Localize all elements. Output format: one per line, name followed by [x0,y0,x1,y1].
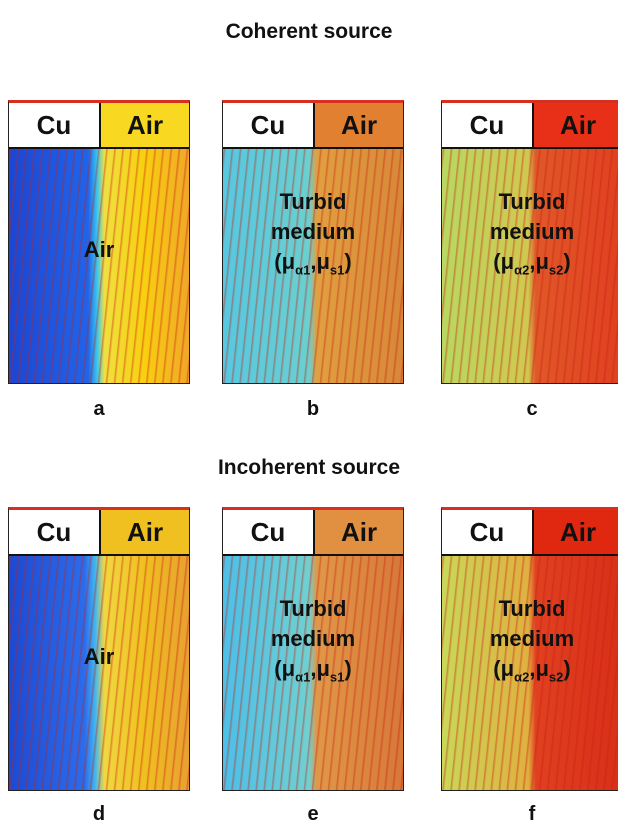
formula-part: α2 [514,669,529,684]
formula-part: α1 [295,669,310,684]
formula-part: (μ [274,656,295,681]
section-title: Coherent source [0,20,618,44]
material-label: Air [101,510,189,554]
material-label: Air [101,103,189,147]
text-line: Air [9,642,189,672]
figure: Coherent sourceCuAirAiraCuAirTurbidmediu… [0,0,618,831]
formula-part: ,μ [529,249,549,274]
panel-text: Air [9,642,189,672]
formula-part: s2 [549,669,563,684]
panel-letter: a [8,398,190,421]
text-line: Air [9,235,189,265]
panel-letter: d [8,803,190,826]
material-label: Air [315,510,403,554]
formula-part: α2 [514,262,529,277]
text-line: medium [442,217,618,247]
formula: (μα1,μs1) [223,247,403,285]
formula-part: (μ [493,656,514,681]
text-line: Turbid [223,187,403,217]
formula-part: s2 [549,262,563,277]
panel-text: Air [9,235,189,265]
formula: (μα2,μs2) [442,654,618,692]
panel-letter: b [222,398,404,421]
material-label: Cu [9,510,101,554]
text-line: medium [223,217,403,247]
text-line: Turbid [223,594,403,624]
formula: (μα1,μs1) [223,654,403,692]
material-label: Cu [442,510,534,554]
material-label: Cu [223,510,315,554]
panel-letter: c [441,398,618,421]
panel-letter: f [441,803,618,826]
formula-part: (μ [274,249,295,274]
panel-letter: e [222,803,404,826]
text-line: medium [223,624,403,654]
formula-part: ) [563,249,570,274]
formula-part: (μ [493,249,514,274]
formula: (μα2,μs2) [442,247,618,285]
formula-part: ,μ [310,249,330,274]
text-line: medium [442,624,618,654]
formula-part: ) [344,656,351,681]
formula-part: α1 [295,262,310,277]
formula-part: ) [344,249,351,274]
material-label: Cu [442,103,534,147]
formula-part: ,μ [529,656,549,681]
formula-part: s1 [330,262,344,277]
material-label: Air [534,103,618,147]
formula-part: s1 [330,669,344,684]
material-label: Cu [223,103,315,147]
material-label: Cu [9,103,101,147]
formula-part: ) [563,656,570,681]
section-title: Incoherent source [0,456,618,480]
text-line: Turbid [442,594,618,624]
formula-part: ,μ [310,656,330,681]
material-label: Air [315,103,403,147]
text-line: Turbid [442,187,618,217]
material-label: Air [534,510,618,554]
